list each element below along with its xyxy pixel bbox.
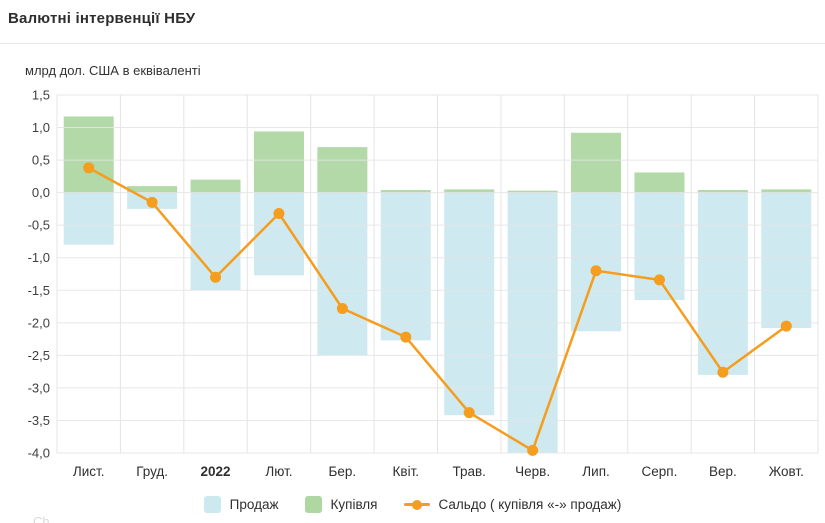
bar-kupivlya[interactable]	[761, 189, 812, 193]
bar-prodazh[interactable]	[380, 192, 431, 341]
legend-line-dot-icon	[403, 496, 430, 513]
x-tick-label: Лист.	[73, 464, 105, 479]
legend-swatch-icon	[304, 496, 322, 513]
bar-kupivlya[interactable]	[190, 179, 241, 193]
bar-kupivlya[interactable]	[571, 132, 622, 193]
header-divider	[0, 43, 825, 44]
y-tick-label: 1,5	[32, 88, 50, 103]
bar-kupivlya[interactable]	[127, 186, 178, 193]
bar-kupivlya[interactable]	[317, 147, 368, 193]
bar-prodazh[interactable]	[444, 192, 495, 416]
saldo-point[interactable]	[210, 271, 222, 283]
x-tick-label: Квіт.	[393, 464, 419, 479]
x-tick-label: Лип.	[582, 464, 609, 479]
bar-kupivlya[interactable]	[507, 190, 558, 193]
bar-prodazh[interactable]	[317, 192, 368, 356]
x-tick-label: Черв.	[515, 464, 550, 479]
saldo-point[interactable]	[400, 331, 412, 343]
y-tick-label: -1,5	[28, 283, 50, 298]
page-title: Валютні інтервенції НБУ	[8, 10, 196, 27]
saldo-point[interactable]	[463, 407, 475, 419]
bar-prodazh[interactable]	[761, 192, 812, 329]
legend-item-prodazh[interactable]: Продаж	[203, 496, 279, 513]
x-tick-label: Груд.	[136, 464, 168, 479]
x-tick-label: Вер.	[709, 464, 737, 479]
saldo-point[interactable]	[273, 207, 285, 219]
saldo-point[interactable]	[780, 320, 792, 332]
y-tick-label: -3,0	[28, 380, 50, 395]
legend-swatch-icon	[203, 496, 221, 513]
legend-item-label: Продаж	[229, 497, 279, 512]
legend: Продаж Купівля Сальдо ( купівля «-» продаж…	[0, 496, 825, 513]
x-tick-label: Бер.	[329, 464, 357, 479]
bar-prodazh[interactable]	[697, 192, 748, 375]
bar-kupivlya[interactable]	[634, 172, 685, 193]
bar-kupivlya[interactable]	[697, 190, 748, 193]
legend-item-saldo[interactable]: Сальдо ( купівля «-» продаж)	[403, 496, 622, 513]
bar-kupivlya[interactable]	[63, 116, 114, 193]
saldo-point[interactable]	[653, 274, 665, 286]
legend-item-label: Купівля	[330, 497, 378, 512]
y-tick-label: -2,5	[28, 348, 50, 363]
y-tick-label: 0,0	[32, 185, 50, 200]
x-tick-label: Лют.	[265, 464, 292, 479]
x-tick-label: 2022	[201, 464, 231, 479]
saldo-line	[87, 166, 788, 452]
saldo-point[interactable]	[146, 196, 158, 208]
y-tick-label: -3,5	[28, 413, 50, 428]
y-tick-label: -4,0	[28, 446, 50, 461]
y-tick-label: 0,5	[32, 153, 50, 168]
bar-prodazh[interactable]	[571, 192, 622, 332]
y-tick-label: -0,5	[28, 218, 50, 233]
bar-kupivlya[interactable]	[253, 131, 304, 193]
legend-item-label: Сальдо ( купівля «-» продаж)	[438, 497, 622, 512]
legend-item-kupivlya[interactable]: Купівля	[304, 496, 378, 513]
bar-kupivlya[interactable]	[380, 190, 431, 193]
x-tick-label: Серп.	[642, 464, 678, 479]
y-tick-label: -1,0	[28, 250, 50, 265]
x-tick-label: Жовт.	[769, 464, 804, 479]
saldo-point[interactable]	[527, 444, 539, 456]
saldo-point[interactable]	[717, 366, 729, 378]
y-tick-label: -2,0	[28, 315, 50, 330]
saldo-point[interactable]	[590, 265, 602, 277]
watermark: Ch	[33, 514, 50, 523]
bar-prodazh[interactable]	[253, 192, 304, 276]
bar-prodazh[interactable]	[63, 192, 114, 245]
x-tick-label: Трав.	[452, 464, 485, 479]
bar-kupivlya[interactable]	[444, 189, 495, 193]
saldo-point[interactable]	[336, 302, 348, 314]
y-axis-unit-label: млрд дол. США в еквіваленті	[25, 63, 201, 78]
saldo-point[interactable]	[83, 162, 95, 174]
y-tick-label: 1,0	[32, 120, 50, 135]
